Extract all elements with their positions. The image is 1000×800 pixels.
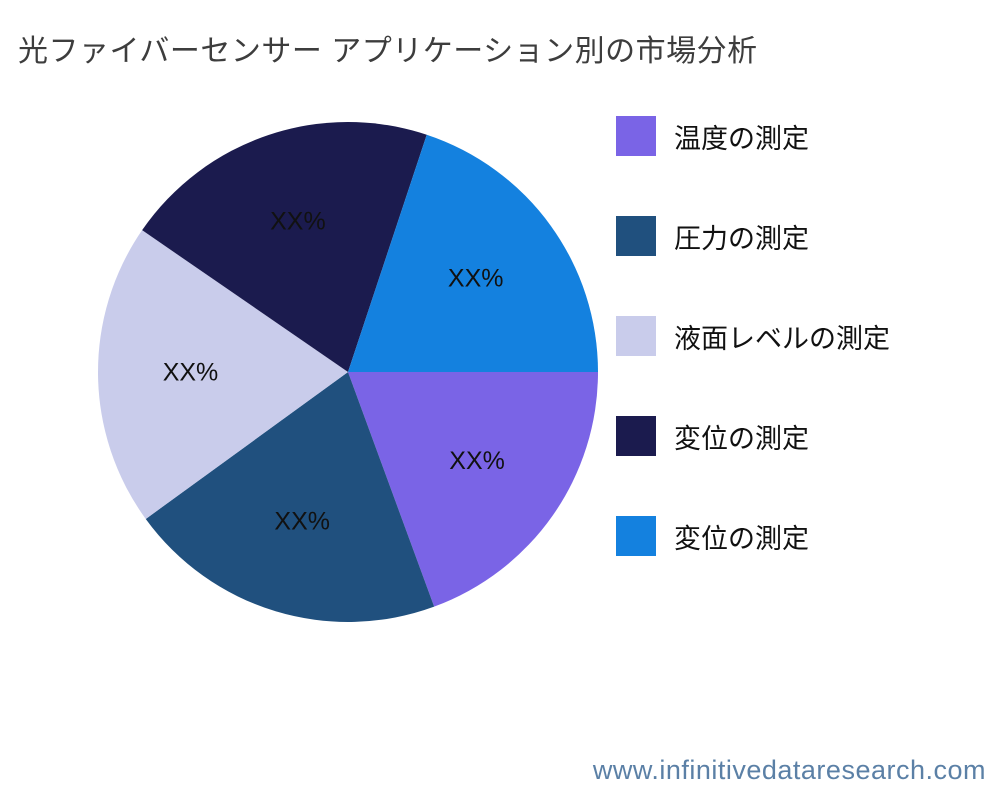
- pie-slice-label: XX%: [448, 264, 504, 292]
- chart-title: 光ファイバーセンサー アプリケーション別の市場分析: [18, 35, 758, 68]
- legend-item: 変位の測定: [616, 516, 986, 556]
- legend-swatch-icon: [616, 216, 656, 256]
- legend-item: 液面レベルの測定: [616, 316, 986, 356]
- pie-slice-label: XX%: [163, 359, 219, 387]
- legend-label: 液面レベルの測定: [674, 323, 890, 354]
- pie-slice-label: XX%: [274, 507, 330, 535]
- legend-label: 変位の測定: [674, 423, 809, 454]
- legend-swatch-icon: [616, 416, 656, 456]
- pie-slice-2: [98, 230, 348, 519]
- pie-slice-label: XX%: [270, 207, 326, 235]
- legend-label: 変位の測定: [674, 523, 809, 554]
- legend-swatch-icon: [616, 516, 656, 556]
- legend-item: 変位の測定: [616, 416, 986, 456]
- pie-slice-1: [145, 372, 435, 622]
- pie-chart: XX% XX% XX% XX% XX%: [98, 122, 598, 622]
- pie-slice-3: [142, 122, 427, 372]
- chart-legend: 温度の測定 圧力の測定 液面レベルの測定 変位の測定 変位の測定: [616, 116, 986, 556]
- legend-item: 温度の測定: [616, 116, 986, 156]
- legend-swatch-icon: [616, 116, 656, 156]
- website-link[interactable]: www.infinitivedataresearch.com: [592, 755, 986, 785]
- pie-slice-0: [348, 372, 598, 607]
- legend-item: 圧力の測定: [616, 216, 986, 256]
- pie-slice-4: [348, 134, 598, 372]
- legend-label: 圧力の測定: [674, 223, 809, 254]
- legend-swatch-icon: [616, 316, 656, 356]
- legend-label: 温度の測定: [674, 123, 809, 154]
- pie-slice-label: XX%: [449, 447, 505, 475]
- pie-chart-area: XX% XX% XX% XX% XX%: [88, 112, 608, 632]
